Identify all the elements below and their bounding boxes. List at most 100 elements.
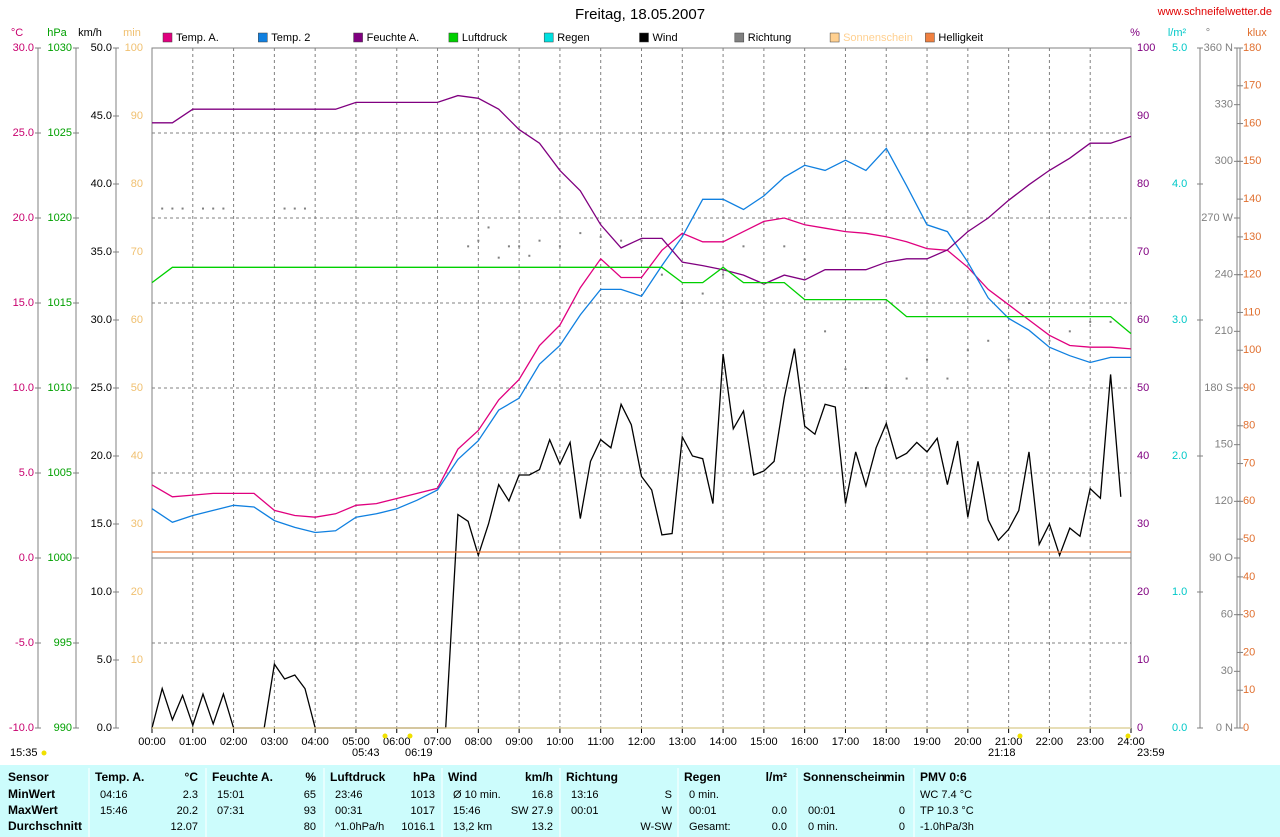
y-tick-label: 1020: [48, 212, 72, 224]
table-header: Luftdruck: [330, 770, 386, 784]
table-cell: 00:01: [808, 805, 836, 817]
direction-dot: [293, 207, 296, 210]
table-cell: SW 27.9: [511, 805, 553, 817]
x-tick-label: 07:00: [424, 736, 452, 748]
direction-dot: [926, 358, 929, 361]
direction-dot: [283, 207, 286, 210]
x-tick-label: 06:00: [383, 736, 411, 748]
x-tick-label: 02:00: [220, 736, 248, 748]
y-tick-label: 130: [1243, 231, 1261, 243]
legend-label: Feuchte A.: [367, 32, 420, 44]
chart-title: Freitag, 18.05.2007: [575, 6, 705, 23]
table-header-unit: %: [305, 770, 316, 784]
table-cell: 04:16: [100, 789, 128, 801]
legend-label: Regen: [557, 32, 589, 44]
direction-dot: [1028, 302, 1031, 304]
legend-label: Temp. A.: [176, 32, 219, 44]
table-cell: W: [662, 805, 673, 817]
y-tick-label: 360 N: [1204, 42, 1233, 54]
x-tick-label: 17:00: [832, 736, 860, 748]
table-cell: 16.8: [532, 789, 553, 801]
y-tick-label: 0: [1243, 722, 1249, 734]
table-cell: 00:01: [571, 805, 599, 817]
y-tick-label: 50: [131, 382, 143, 394]
direction-dot: [681, 302, 684, 304]
table-header: Richtung: [566, 770, 618, 784]
legend-label: Luftdruck: [462, 32, 508, 44]
y-tick-label: 50: [1243, 533, 1255, 545]
x-tick-label: 05:00: [342, 736, 370, 748]
annotation: 05:43: [352, 747, 380, 759]
table-cell: 0.0: [772, 805, 787, 817]
y-tick-label: 120: [1215, 495, 1233, 507]
table-cell: 1016.1: [401, 821, 435, 833]
axis-unit: %: [1130, 27, 1140, 39]
y-tick-label: 100: [125, 42, 143, 54]
y-tick-label: 5.0: [1172, 42, 1187, 54]
table-header-unit: °C: [185, 770, 199, 784]
table-cell: WC 7.4 °C: [920, 789, 972, 801]
y-tick-label: 240: [1215, 269, 1233, 281]
x-tick-label: 00:00: [138, 736, 166, 748]
y-tick-label: 10: [1137, 654, 1149, 666]
x-tick-label: 16:00: [791, 736, 819, 748]
y-tick-label: 180 S: [1204, 382, 1233, 394]
x-tick-label: 23:00: [1076, 736, 1104, 748]
y-tick-label: 5.0: [97, 654, 112, 666]
y-tick-label: 30: [1243, 609, 1255, 621]
series-line: [151, 147, 1131, 534]
x-tick-label: 01:00: [179, 736, 207, 748]
y-tick-label: 90: [131, 110, 143, 122]
table-header: PMV 0:6: [920, 770, 967, 784]
y-tick-label: 35.0: [91, 246, 112, 258]
y-tick-label: 90 O: [1209, 552, 1233, 564]
y-tick-label: 10.0: [91, 586, 112, 598]
direction-dot: [803, 258, 806, 261]
direction-dot: [640, 239, 643, 242]
annotation: 23:59: [1137, 747, 1165, 759]
y-tick-label: 0 N: [1216, 722, 1233, 734]
table-cell: 07:31: [217, 805, 245, 817]
y-tick-label: 70: [1243, 457, 1255, 469]
table-cell: 13,2 km: [453, 821, 492, 833]
series-line: [151, 348, 1122, 729]
table-cell: 00:31: [335, 805, 363, 817]
y-tick-label: 45.0: [91, 110, 112, 122]
legend-swatch: [353, 32, 363, 43]
table-cell: 0.0: [772, 821, 787, 833]
y-tick-label: 40.0: [91, 178, 112, 190]
y-tick-label: 10.0: [13, 382, 34, 394]
table-cell: 13:16: [571, 789, 599, 801]
x-tick-label: 13:00: [669, 736, 697, 748]
y-tick-label: 0.0: [19, 552, 34, 564]
direction-dot: [987, 339, 990, 342]
x-tick-label: 10:00: [546, 736, 574, 748]
table-cell: -1.0hPa/3h: [920, 821, 974, 833]
y-tick-label: 20: [1137, 586, 1149, 598]
y-tick-label: 40: [1137, 450, 1149, 462]
y-tick-label: 0.0: [1172, 722, 1187, 734]
legend-swatch: [448, 32, 459, 43]
direction-dot: [1068, 330, 1071, 333]
y-tick-label: 70: [1137, 246, 1149, 258]
site-link: www.schneifelwetter.de: [1157, 6, 1272, 18]
x-tick-label: 04:00: [301, 736, 329, 748]
x-tick-label: 21:00: [995, 736, 1023, 748]
y-tick-label: 30.0: [13, 42, 34, 54]
y-tick-label: 1000: [48, 552, 72, 564]
table-header: Feuchte A.: [212, 770, 273, 784]
sun-marker: [1125, 733, 1131, 739]
table-row-label: Durchschnitt: [8, 819, 82, 833]
annotation: 15:35: [10, 747, 38, 759]
direction-dot: [518, 245, 521, 248]
direction-dot: [303, 207, 306, 210]
direction-dot: [181, 207, 184, 210]
table-cell: Gesamt:: [689, 821, 731, 833]
y-tick-label: 30: [1221, 665, 1233, 677]
y-tick-label: 160: [1243, 117, 1261, 129]
table-cell: 13.2: [532, 821, 553, 833]
y-tick-label: 270 W: [1201, 212, 1233, 224]
x-tick-label: 18:00: [872, 736, 900, 748]
